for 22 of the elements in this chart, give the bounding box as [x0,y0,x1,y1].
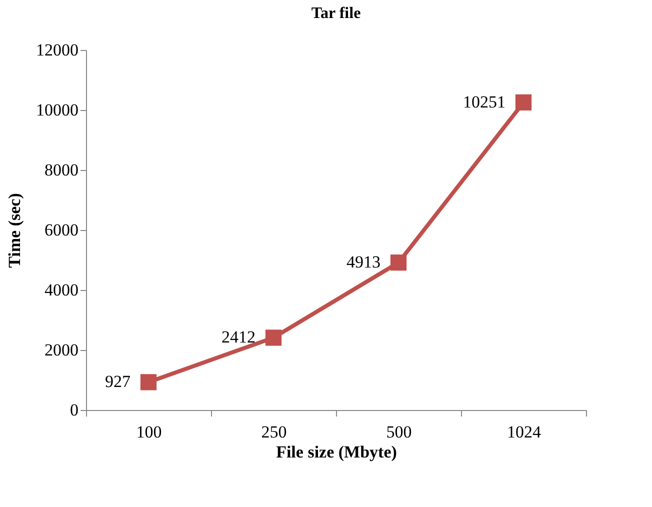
point [265,330,282,346]
point [390,254,407,271]
x-tick-label: 500 [386,422,412,442]
data-label: 10251 [463,92,506,112]
y-tick-label: 6000 [44,220,78,240]
data-label: 2412 [222,328,256,347]
x-axis-title: File size (Mbyte) [276,442,397,462]
x-tick-label: 1024 [507,422,542,442]
y-tick-label: 2000 [44,340,78,360]
point [515,94,532,111]
x-tick-label: 250 [261,422,287,442]
y-tick-label: 10000 [36,100,78,120]
y-tick-label: 12000 [36,40,78,60]
point [140,374,157,390]
y-tick-label: 8000 [44,160,78,180]
x-tick-label: 100 [136,422,162,442]
y-tick-label: 4000 [44,280,78,300]
y-axis-title: Time (sec) [5,193,24,268]
data-label: 927 [105,372,131,392]
y-tick-label: 0 [70,400,78,420]
chart-title: Tar file [311,5,361,22]
data-label: 4913 [346,252,380,272]
